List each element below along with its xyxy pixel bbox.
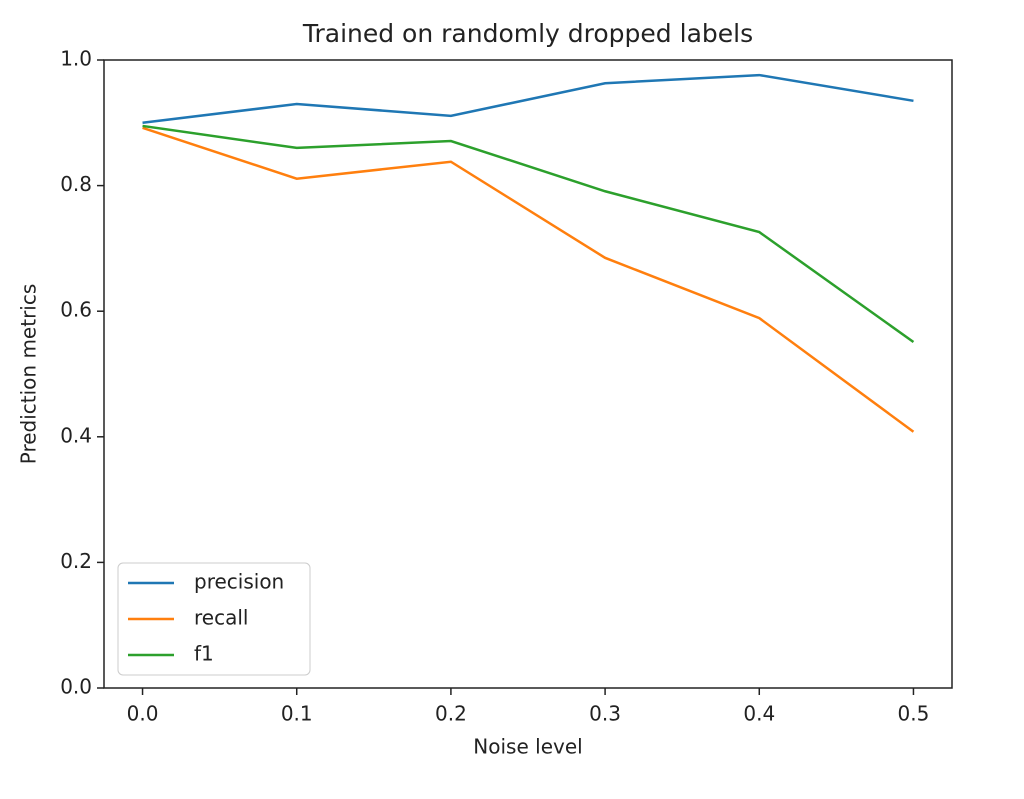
- y-tick-label: 0.0: [60, 675, 92, 699]
- x-axis-label: Noise level: [473, 735, 582, 759]
- y-tick-label: 0.6: [60, 298, 92, 322]
- y-tick-label: 0.2: [60, 549, 92, 573]
- y-tick-label: 0.8: [60, 172, 92, 196]
- x-tick-label: 0.5: [898, 702, 930, 726]
- line-series: [142, 124, 915, 343]
- line-series: [142, 73, 914, 125]
- x-tick-label: 0.0: [127, 702, 159, 726]
- x-tick-label: 0.2: [435, 702, 467, 726]
- y-tick-label: 1.0: [60, 47, 92, 71]
- x-tick-label: 0.3: [589, 702, 621, 726]
- x-tick-label: 0.1: [281, 702, 313, 726]
- legend-label: precision: [194, 570, 284, 594]
- legend-label: recall: [194, 606, 248, 630]
- y-axis-label: Prediction metrics: [17, 284, 41, 465]
- plot-frame: [103, 59, 953, 689]
- y-tick-label: 0.4: [60, 423, 92, 447]
- x-tick-label: 0.4: [743, 702, 775, 726]
- legend-label: f1: [194, 642, 214, 666]
- legend-box: [117, 562, 311, 676]
- chart-title: Trained on randomly dropped labels: [302, 19, 753, 48]
- line-series: [142, 126, 915, 433]
